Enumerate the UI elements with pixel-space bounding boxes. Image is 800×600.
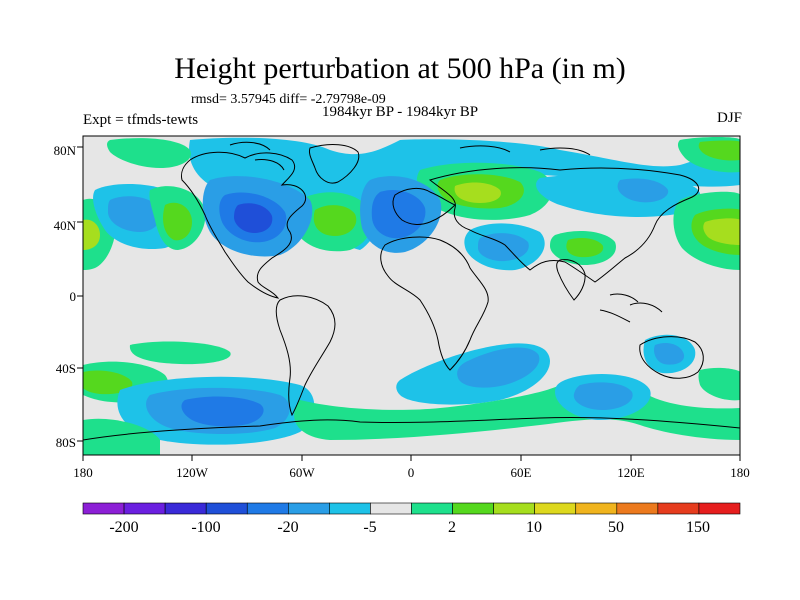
lon-label-120w: 120W <box>176 465 209 480</box>
map-title: Height perturbation at 500 hPa (in m) <box>174 52 626 85</box>
colorbar-box <box>493 502 535 515</box>
colorbar-label: -200 <box>109 519 138 536</box>
colorbar-box <box>329 502 371 515</box>
coastline-africa <box>380 236 489 371</box>
lat-label-80n: 80N <box>54 143 77 158</box>
anomaly-region <box>457 347 540 388</box>
lon-label-60e: 60E <box>511 465 532 480</box>
period-text: 1984kyr BP - 1984kyr BP <box>321 104 479 120</box>
anomaly-region <box>83 370 133 395</box>
experiment-label: Expt = tfmds-tewts <box>83 112 199 128</box>
colorbar <box>82 502 741 515</box>
coastline-europe <box>392 187 456 225</box>
colorbar-label: 2 <box>448 519 456 536</box>
coastline-greenland <box>309 144 360 184</box>
colorbar-box <box>698 502 741 515</box>
colorbar-box <box>657 502 700 515</box>
coastline-australia <box>639 336 704 379</box>
colorbar-box <box>370 502 412 515</box>
colorbar-box <box>534 502 577 515</box>
lon-label-180w: 180 <box>73 465 93 480</box>
anomaly-region <box>129 341 231 365</box>
anomaly-region <box>454 182 501 203</box>
lat-label-40s: 40S <box>56 361 76 376</box>
colorbar-box <box>205 502 248 515</box>
colorbar-label: 150 <box>686 519 710 536</box>
stats-text: rmsd= 3.57945 diff= -2.79798e-09 <box>191 92 386 107</box>
anomaly-region <box>83 418 160 455</box>
lon-label-0: 0 <box>408 465 415 480</box>
colorbar-box <box>164 502 207 515</box>
anomaly-region <box>478 233 529 262</box>
anomaly-region <box>234 203 273 233</box>
anomaly-region <box>163 202 192 241</box>
lon-label-180e: 180 <box>730 465 750 480</box>
coastline-asia <box>428 167 700 283</box>
colorbar-label: 10 <box>526 519 542 536</box>
anomaly-region <box>181 396 264 427</box>
lon-ticks <box>82 455 741 461</box>
lat-label-40n: 40N <box>54 218 77 233</box>
lat-label-80s: 80S <box>56 435 76 450</box>
anomaly-region <box>573 382 633 410</box>
anomaly-region <box>617 178 669 203</box>
coastline-india <box>556 259 586 301</box>
anomaly-region <box>313 205 357 236</box>
coastline-arctic-islands <box>229 141 591 171</box>
coastline-antarctica <box>83 417 740 441</box>
season-label: DJF <box>716 110 742 126</box>
anomaly-field <box>83 137 740 455</box>
coastline-north-america <box>181 151 307 299</box>
colorbar-box <box>411 502 453 515</box>
coastlines <box>83 141 740 441</box>
anomaly-region <box>371 189 426 239</box>
colorbar-box <box>246 502 289 515</box>
coastline-south-america <box>275 295 336 417</box>
colorbar-label: -5 <box>363 519 376 536</box>
lon-label-60w: 60W <box>289 465 315 480</box>
anomaly-region <box>698 140 740 161</box>
lon-label-120e: 120E <box>617 465 645 480</box>
lat-ticks <box>77 146 83 442</box>
coastline-islands <box>599 293 663 323</box>
anomaly-region <box>698 367 740 401</box>
anomaly-region <box>108 196 162 232</box>
anomaly-region <box>107 138 191 168</box>
anomaly-region <box>703 218 740 245</box>
colorbar-box <box>123 502 166 515</box>
colorbar-label: -100 <box>191 519 220 536</box>
lat-label-0: 0 <box>70 289 77 304</box>
colorbar-box <box>575 502 618 515</box>
anomaly-region <box>566 238 604 258</box>
colorbar-label: 50 <box>608 519 624 536</box>
anomaly-region <box>83 219 100 250</box>
colorbar-box <box>452 502 494 515</box>
colorbar-box <box>288 502 330 515</box>
colorbar-label: -20 <box>277 519 298 536</box>
colorbar-box <box>82 502 125 515</box>
colorbar-box <box>616 502 659 515</box>
anomaly-region <box>654 343 685 365</box>
